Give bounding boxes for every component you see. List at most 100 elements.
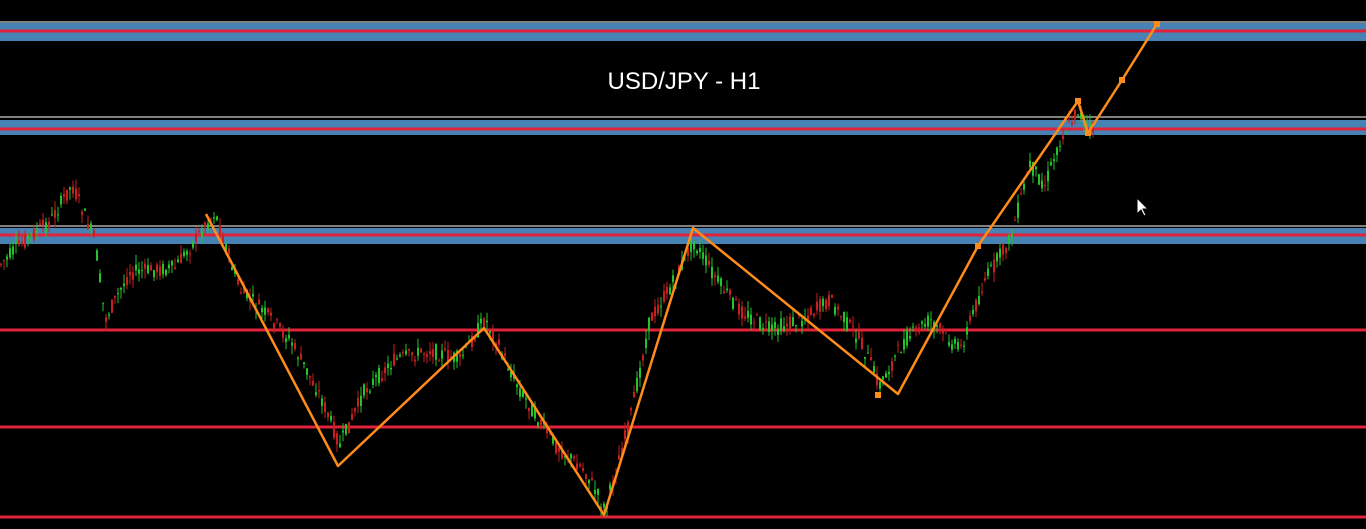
candle-body	[1059, 145, 1061, 147]
candle-body	[144, 263, 146, 269]
zigzag-marker[interactable]	[875, 392, 881, 398]
candle-body	[648, 317, 650, 331]
candle-body	[585, 474, 587, 479]
candle-body	[309, 375, 311, 378]
candle-body	[882, 376, 884, 380]
candle-body	[858, 331, 860, 339]
candle-body	[24, 234, 26, 248]
candle-body	[1077, 114, 1079, 116]
zigzag-marker[interactable]	[1154, 21, 1160, 27]
candle-body	[657, 304, 659, 314]
candle-body	[1029, 160, 1031, 168]
candle-body	[279, 323, 281, 327]
candle-body	[123, 283, 125, 287]
candle-body	[168, 264, 170, 269]
candle-body	[795, 325, 797, 327]
candle-body	[1041, 180, 1043, 189]
candle-body	[600, 507, 602, 509]
candle-body	[705, 255, 707, 266]
candle-body	[99, 273, 101, 282]
candle-body	[462, 355, 464, 357]
candle-body	[135, 264, 137, 271]
candle-body	[936, 325, 938, 327]
candle-body	[591, 478, 593, 481]
candle-body	[702, 252, 704, 259]
candle-body	[117, 293, 119, 295]
candle-body	[777, 329, 779, 335]
zigzag-marker[interactable]	[1119, 77, 1125, 83]
candle-body	[87, 223, 89, 229]
candle-body	[171, 260, 173, 266]
zigzag-marker[interactable]	[1075, 98, 1081, 104]
candle-body	[3, 260, 5, 262]
candle-body	[636, 377, 638, 392]
candle-body	[1032, 162, 1034, 176]
candle-body	[162, 263, 164, 275]
zigzag-marker[interactable]	[975, 243, 981, 249]
candle-body	[579, 464, 581, 467]
candle-body	[219, 225, 221, 235]
candle-body	[57, 214, 59, 216]
zigzag-marker[interactable]	[1085, 130, 1091, 136]
candle-body	[633, 392, 635, 398]
candle-body	[252, 293, 254, 297]
candle-body	[972, 309, 974, 315]
candle-body	[84, 208, 86, 211]
candle-body	[573, 456, 575, 459]
candle-body	[894, 355, 896, 357]
candle-body	[147, 264, 149, 273]
candle-body	[546, 428, 548, 434]
candle-body	[549, 432, 551, 434]
candle-body	[951, 344, 953, 350]
candle-body	[21, 241, 23, 244]
candle-body	[528, 407, 530, 412]
candle-body	[915, 327, 917, 329]
candle-body	[429, 351, 431, 354]
candle-body	[588, 479, 590, 484]
candle-body	[381, 378, 383, 381]
candle-body	[216, 216, 218, 220]
candle-body	[348, 421, 350, 434]
candle-body	[93, 230, 95, 236]
candle-body	[18, 239, 20, 246]
candle-body	[1017, 202, 1019, 218]
candle-body	[285, 338, 287, 342]
candle-body	[1089, 123, 1091, 130]
candle-body	[30, 233, 32, 235]
candle-body	[195, 232, 197, 243]
candle-body	[261, 307, 263, 313]
candle-body	[111, 299, 113, 313]
candle-body	[315, 392, 317, 396]
candle-body	[63, 193, 65, 197]
candle-body	[438, 360, 440, 362]
candle-body	[699, 247, 701, 252]
candle-body	[771, 324, 773, 331]
candle-body	[948, 342, 950, 346]
candle-body	[414, 359, 416, 362]
candle-body	[183, 251, 185, 256]
candle-body	[756, 314, 758, 316]
candle-body	[639, 367, 641, 378]
candle-body	[888, 371, 890, 375]
candle-body	[138, 269, 140, 274]
candle-body	[642, 355, 644, 361]
candle-body	[300, 353, 302, 360]
candle-body	[102, 302, 104, 304]
candle-body	[363, 384, 365, 396]
candle-body	[228, 248, 230, 254]
candle-body	[918, 327, 920, 333]
candle-body	[774, 322, 776, 329]
candle-body	[456, 351, 458, 362]
candle-body	[846, 317, 848, 331]
candle-body	[783, 326, 785, 331]
candle-body	[627, 422, 629, 435]
candle-body	[852, 325, 854, 328]
candle-body	[204, 222, 206, 228]
candle-body	[645, 338, 647, 348]
candle-body	[717, 275, 719, 282]
candle-body	[81, 211, 83, 215]
candle-body	[618, 455, 620, 460]
candle-body	[825, 299, 827, 310]
candle-body	[786, 323, 788, 327]
